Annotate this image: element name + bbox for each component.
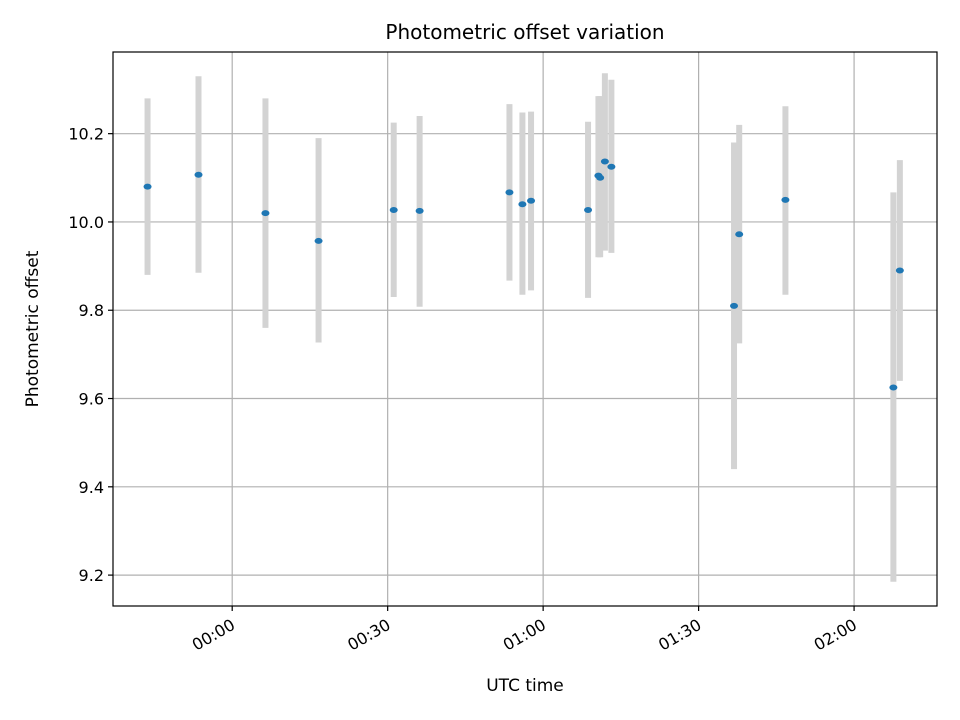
data-point [415,207,424,214]
y-tick-label: 9.4 [79,478,104,497]
y-tick-label: 9.8 [79,301,104,320]
plot-frame [112,51,938,607]
data-point [505,189,514,196]
data-point [314,237,323,244]
data-point [194,171,203,178]
data-point [389,207,398,214]
y-axis-ticks: 9.2 9.4 9.6 9.8 10.0 10.2 [68,125,113,585]
grid-lines [113,52,937,606]
y-tick-label: 9.6 [79,390,104,409]
y-axis-label: Photometric offset [23,250,43,407]
data-point [518,201,527,208]
data-point [527,197,536,204]
data-point [781,196,790,203]
y-tick-label: 10.2 [68,125,104,144]
x-axis-label: UTC time [486,676,564,696]
chart-title: Photometric offset variation [385,20,664,44]
data-point [895,267,904,274]
data-point [889,384,898,391]
y-tick-label: 9.2 [79,566,104,585]
data-point [730,302,739,309]
y-tick-label: 10.0 [68,213,104,232]
data-point [261,210,270,217]
data-point [607,163,616,170]
data-point [584,207,593,214]
data-point [735,231,744,238]
data-points [143,158,904,391]
data-point [600,158,609,165]
data-point [596,174,605,181]
data-point [143,183,152,190]
